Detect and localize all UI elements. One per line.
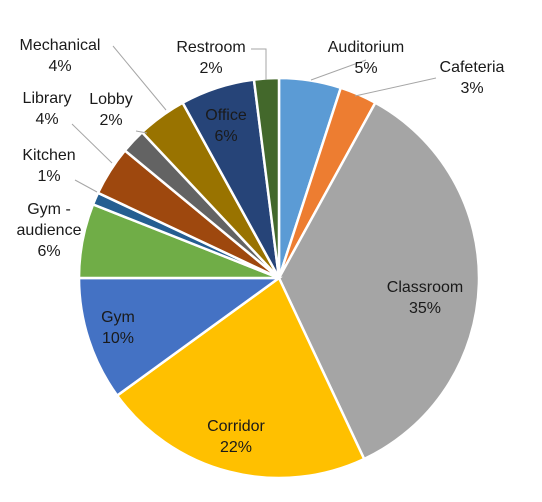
- pie-slices: [77, 76, 481, 480]
- slice-label-mechanical: Mechanical 4%: [20, 37, 101, 75]
- slice-name: Kitchen: [22, 147, 75, 164]
- slice-name: Auditorium: [328, 39, 404, 56]
- slice-label-library: Library 4%: [23, 90, 72, 128]
- slice-name: Mechanical: [20, 37, 101, 54]
- pie-slice-corridor: [115, 276, 366, 480]
- slice-percent: 2%: [99, 112, 122, 129]
- leader-line-library: [71, 123, 113, 164]
- leader-line-lobby: [135, 130, 148, 134]
- slice-label-gym-audience: Gym - audience 6%: [17, 201, 82, 260]
- slice-percent: 22%: [220, 439, 252, 456]
- pie-slice-classroom: [277, 101, 481, 461]
- slice-percent: 6%: [37, 243, 60, 260]
- slice-label-restroom: Restroom 2%: [176, 39, 245, 77]
- slice-percent: 10%: [102, 330, 134, 347]
- slice-name: audience: [17, 222, 82, 239]
- leader-line-restroom: [251, 48, 267, 80]
- slice-label-auditorium: Auditorium 5%: [328, 39, 404, 77]
- slice-label-cafeteria: Cafeteria 3%: [440, 59, 505, 97]
- slice-labels: Auditorium 5% Cafeteria 3% Classroom 35% Corri…: [17, 37, 505, 456]
- slice-label-kitchen: Kitchen 1%: [22, 147, 75, 185]
- slice-name: Restroom: [176, 39, 245, 56]
- leader-line-cafeteria: [354, 77, 437, 97]
- slice-label-gym: Gym 10%: [101, 309, 135, 347]
- slice-percent: 1%: [37, 168, 60, 185]
- slice-name: Cafeteria: [440, 59, 505, 76]
- slice-label-corridor: Corridor 22%: [207, 418, 265, 456]
- slice-percent: 2%: [199, 60, 222, 77]
- slice-name: Gym: [101, 309, 135, 326]
- slice-percent: 6%: [214, 128, 237, 145]
- slice-name: Gym -: [27, 201, 71, 218]
- slice-name: Corridor: [207, 418, 265, 435]
- slice-label-lobby: Lobby 2%: [89, 91, 133, 129]
- slice-label-office: Office 6%: [205, 107, 247, 145]
- slice-name: Lobby: [89, 91, 133, 108]
- slice-percent: 35%: [409, 300, 441, 317]
- leader-line-auditorium: [310, 59, 367, 81]
- slice-percent: 3%: [460, 80, 483, 97]
- slice-percent: 5%: [354, 60, 377, 77]
- leader-lines: [71, 45, 437, 193]
- slice-percent: 4%: [35, 111, 58, 128]
- slice-label-classroom: Classroom 35%: [387, 279, 463, 317]
- slice-percent: 4%: [48, 58, 71, 75]
- slice-name: Classroom: [387, 279, 463, 296]
- leader-line-kitchen: [74, 179, 98, 193]
- pie-slice-gym: [77, 276, 283, 398]
- slice-name: Library: [23, 90, 72, 107]
- leader-line-mechanical: [112, 45, 167, 111]
- slice-name: Office: [205, 107, 247, 124]
